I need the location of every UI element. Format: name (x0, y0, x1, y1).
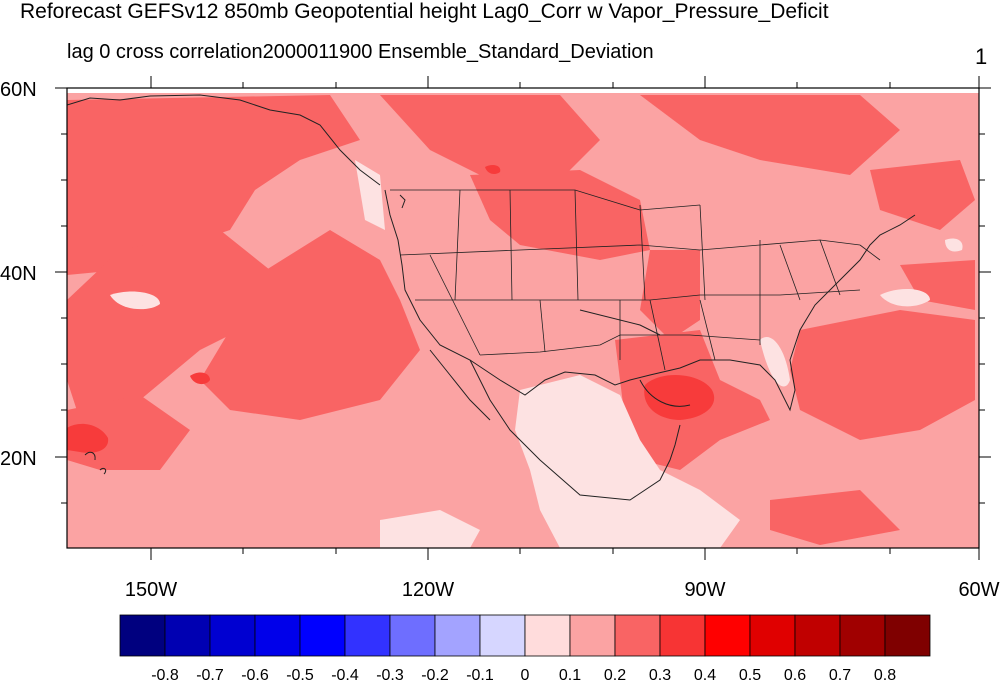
axis-ticks (55, 76, 991, 560)
colorbar-tick-label: -0.4 (331, 667, 359, 682)
colorbar-tick-label: 0.8 (874, 667, 896, 682)
lat-label-60n: 60N (0, 79, 37, 101)
lon-label-120w: 120W (402, 579, 454, 601)
colorbar-swatch (389, 614, 436, 657)
colorbar-swatch (614, 614, 661, 657)
lon-label-150w: 150W (125, 579, 177, 601)
colorbar-tick-label: -0.8 (151, 667, 179, 682)
colorbar: -0.8 -0.7 -0.6 -0.5 -0.4 -0.3 -0.2 -0.1 0 0.1 0.2 0… (119, 614, 931, 682)
lon-label-60w: 60W (958, 579, 999, 601)
colorbar-tick-label: 0.4 (694, 667, 716, 682)
colorbar-swatch (569, 614, 616, 657)
contour-region-0.2 (770, 490, 900, 545)
contour-region-0 (110, 291, 160, 310)
contour-region-0.3 (190, 372, 210, 385)
lon-label-90w: 90W (684, 579, 725, 601)
contour-region-0.2 (640, 250, 700, 340)
colorbar-swatch (524, 614, 571, 657)
colorbar-tick-label: 0.6 (784, 667, 806, 682)
colorbar-swatch (794, 614, 841, 657)
lat-label-20n: 20N (0, 448, 37, 470)
contour-region-0.2 (67, 230, 270, 420)
contour-region-0 (760, 336, 790, 387)
contour-region-0.2 (640, 95, 900, 175)
colorbar-swatch (119, 614, 166, 657)
colorbar-tick-label: -0.2 (421, 667, 449, 682)
chart-title: Reforecast GEFSv12 850mb Geopotential he… (20, 0, 829, 23)
colorbar-swatch (344, 614, 391, 657)
colorbar-swatch (884, 614, 931, 657)
colorbar-tick-label: 0.5 (739, 667, 761, 682)
contour-region-0.3 (67, 423, 109, 453)
colorbar-swatch (209, 614, 256, 657)
contour-region-0 (880, 288, 930, 307)
contour-region-0.3 (644, 374, 715, 420)
colorbar-swatch (839, 614, 886, 657)
contour-region-0 (380, 510, 480, 548)
colorbar-swatch (749, 614, 796, 657)
colorbar-swatch (299, 614, 346, 657)
contour-region-0.2 (200, 230, 420, 420)
contour-field (67, 93, 979, 548)
contour-region-0.2 (67, 95, 360, 275)
colorbar-tick-label: -0.5 (286, 667, 314, 682)
chart-subtitle: lag 0 cross correlation2000011900 Ensemb… (67, 41, 654, 63)
colorbar-tick-label: -0.7 (196, 667, 224, 682)
contour-region-0.2 (870, 160, 975, 230)
contour-region-0.3 (485, 164, 501, 175)
colorbar-tick-label: 0.7 (829, 667, 851, 682)
colorbar-tick-label: -0.3 (376, 667, 404, 682)
colorbar-tick-label: 0.2 (604, 667, 626, 682)
contour-region-0.2 (790, 310, 975, 440)
colorbar-swatch (659, 614, 706, 657)
contour-region-0 (355, 160, 385, 230)
state-boundaries (390, 189, 881, 371)
colorbar-swatch (479, 614, 526, 657)
colorbar-swatch (434, 614, 481, 657)
colorbar-tick-label: 0 (521, 667, 530, 682)
colorbar-swatch (704, 614, 751, 657)
contour-region-0.2 (380, 95, 600, 180)
colorbar-tick-label: -0.6 (241, 667, 269, 682)
colorbar-swatch (254, 614, 301, 657)
colorbar-tick-label: -0.1 (466, 667, 494, 682)
contour-region-0 (515, 375, 740, 548)
lat-label-40n: 40N (0, 263, 37, 285)
corner-label: 1 (975, 44, 988, 69)
contour-region-0.2 (470, 170, 650, 260)
contour-region-0 (945, 238, 963, 252)
colorbar-tick-label: 0.3 (649, 667, 671, 682)
colorbar-tick-label: 0.1 (559, 667, 581, 682)
colorbar-swatch (164, 614, 211, 657)
